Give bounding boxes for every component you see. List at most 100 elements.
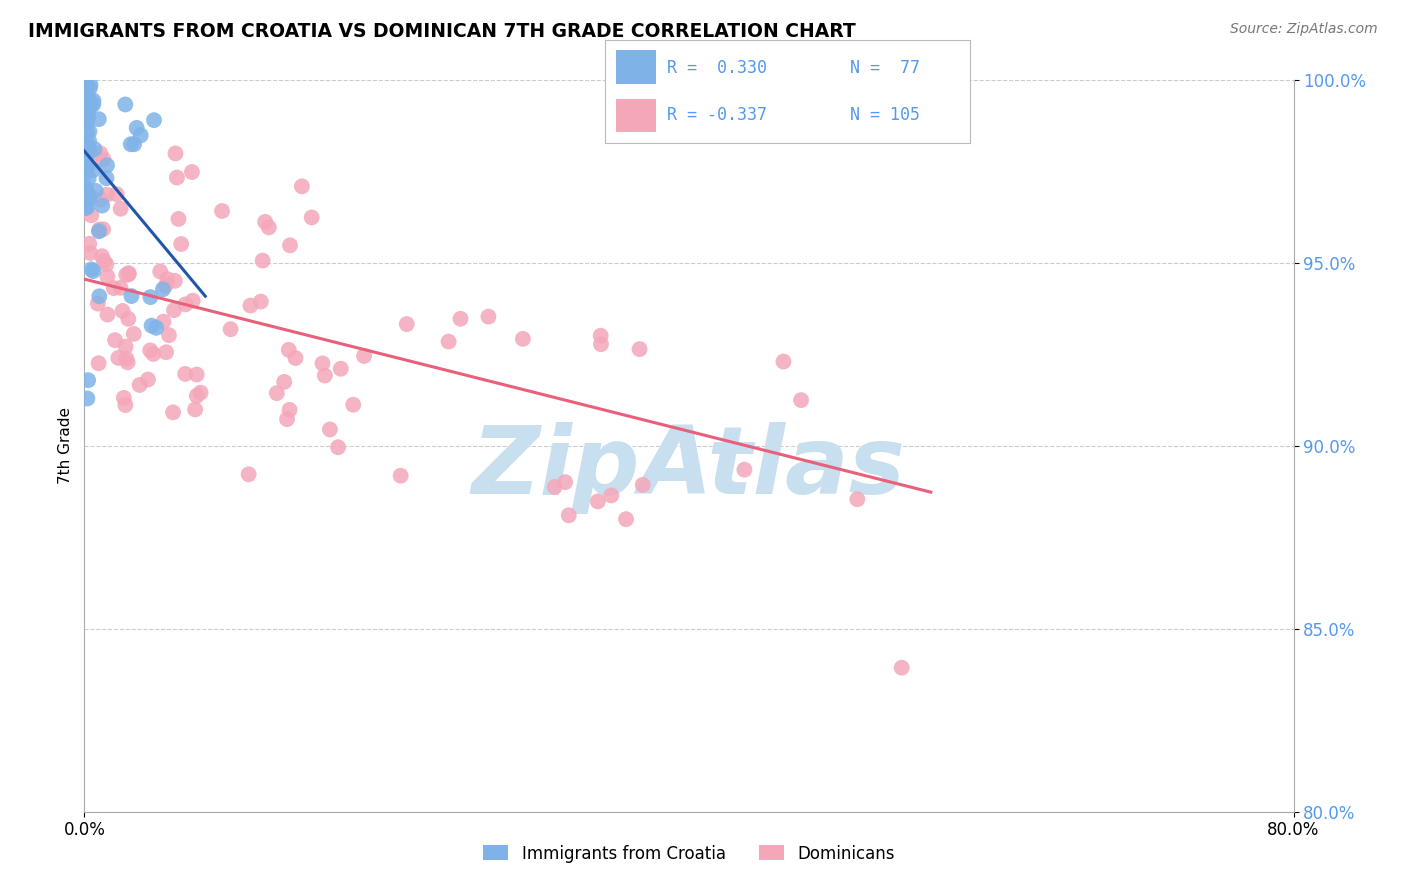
Point xyxy=(543,480,565,494)
Point xyxy=(437,334,460,349)
Point xyxy=(238,467,260,482)
Point xyxy=(128,378,150,392)
Point xyxy=(75,166,97,180)
Point xyxy=(314,368,336,383)
Text: N =  77: N = 77 xyxy=(849,59,920,77)
Point xyxy=(211,204,233,219)
Point xyxy=(96,308,118,322)
Point xyxy=(600,488,623,502)
Point xyxy=(84,184,107,198)
Point xyxy=(163,303,186,318)
Point xyxy=(266,386,288,401)
Point xyxy=(76,200,98,214)
Point xyxy=(117,311,139,326)
Point xyxy=(120,289,142,303)
Point xyxy=(75,115,97,129)
Point xyxy=(166,170,188,185)
Point xyxy=(184,402,207,417)
Point xyxy=(82,162,104,177)
Point xyxy=(450,311,472,326)
Point xyxy=(75,185,97,199)
Point xyxy=(114,97,136,112)
Point xyxy=(105,187,128,202)
Point xyxy=(75,141,97,155)
Point xyxy=(89,223,111,237)
Point xyxy=(75,108,97,122)
Point xyxy=(107,351,129,365)
Point xyxy=(79,81,101,95)
Text: R = -0.337: R = -0.337 xyxy=(666,106,766,124)
Point xyxy=(76,148,98,162)
Text: IMMIGRANTS FROM CROATIA VS DOMINICAN 7TH GRADE CORRELATION CHART: IMMIGRANTS FROM CROATIA VS DOMINICAN 7TH… xyxy=(28,22,856,41)
Point xyxy=(79,144,101,158)
Point xyxy=(76,87,98,102)
Point xyxy=(118,267,141,281)
Point xyxy=(145,321,167,335)
Point xyxy=(82,264,104,278)
Point xyxy=(75,161,97,176)
Point xyxy=(301,211,323,225)
Point xyxy=(76,139,98,153)
Point xyxy=(142,347,165,361)
Point xyxy=(174,297,197,311)
Point xyxy=(75,155,97,169)
Point xyxy=(117,266,139,280)
Point xyxy=(162,405,184,419)
Point xyxy=(342,398,364,412)
Point xyxy=(115,351,138,366)
Point xyxy=(311,356,333,370)
Point xyxy=(329,361,352,376)
Point xyxy=(75,106,97,120)
Point xyxy=(558,508,581,523)
Point xyxy=(890,661,912,675)
Point xyxy=(75,157,97,171)
Point xyxy=(75,135,97,149)
Point xyxy=(273,375,295,389)
Point xyxy=(80,99,103,113)
Point xyxy=(89,289,111,303)
Point xyxy=(278,238,301,252)
Point xyxy=(250,294,273,309)
Point xyxy=(110,281,132,295)
Point xyxy=(96,158,118,172)
Point xyxy=(77,171,100,186)
Point xyxy=(291,179,314,194)
Point xyxy=(181,293,204,308)
Point xyxy=(82,97,104,112)
Point xyxy=(163,274,186,288)
Point xyxy=(76,117,98,131)
Point xyxy=(174,367,197,381)
Point xyxy=(115,268,138,282)
Point xyxy=(170,237,193,252)
Point xyxy=(79,124,101,138)
Legend: Immigrants from Croatia, Dominicans: Immigrants from Croatia, Dominicans xyxy=(477,838,901,869)
Point xyxy=(395,317,418,331)
Point xyxy=(790,393,813,408)
Bar xyxy=(616,50,655,84)
Point xyxy=(75,196,97,211)
Point xyxy=(79,78,101,92)
Point xyxy=(186,389,208,403)
Point xyxy=(114,340,136,354)
Text: N = 105: N = 105 xyxy=(849,106,920,124)
Point xyxy=(80,208,103,222)
Point xyxy=(77,373,100,387)
Point xyxy=(239,299,262,313)
Point xyxy=(125,120,148,135)
Point xyxy=(75,96,97,111)
Point xyxy=(87,112,110,127)
Point xyxy=(152,282,174,296)
Point xyxy=(91,222,114,236)
Point xyxy=(87,296,110,310)
Point xyxy=(79,152,101,166)
Point xyxy=(103,281,125,295)
Point xyxy=(79,189,101,203)
Point xyxy=(110,202,132,216)
Point xyxy=(76,78,98,93)
Point xyxy=(156,272,179,286)
Point xyxy=(139,290,162,304)
Point xyxy=(77,134,100,148)
Point xyxy=(167,211,190,226)
Point xyxy=(76,125,98,139)
Point xyxy=(139,343,162,358)
